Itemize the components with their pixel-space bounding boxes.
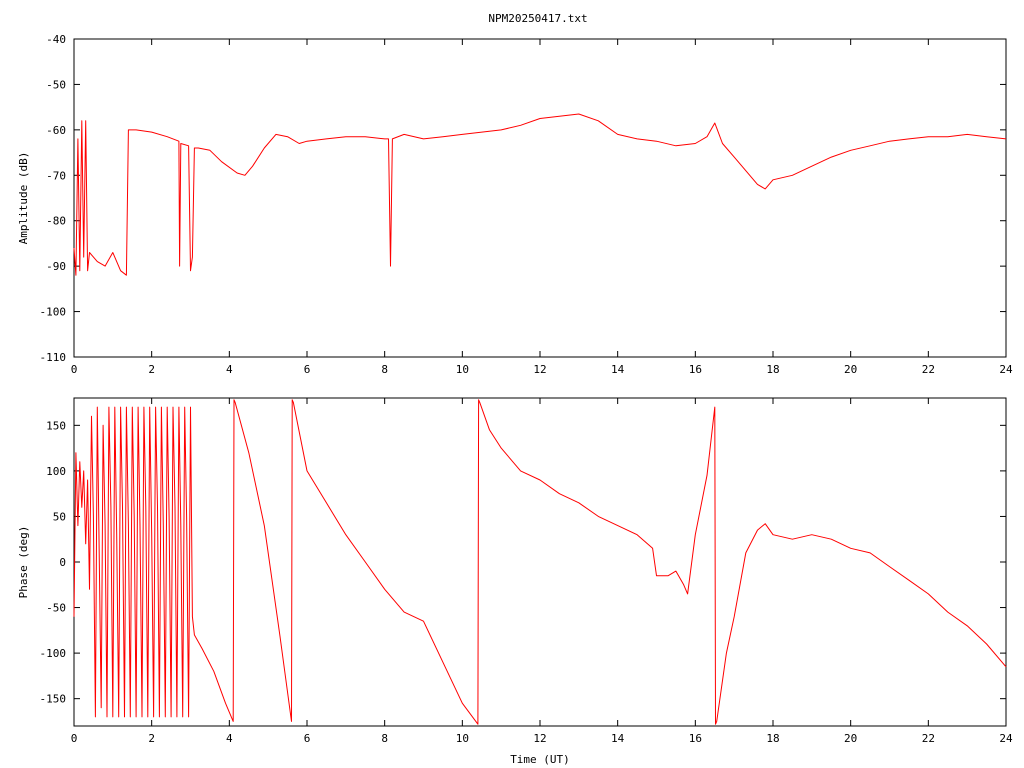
y-tick-label: -110 [40, 351, 67, 364]
x-tick-label: 2 [148, 363, 155, 376]
y-tick-label: -50 [46, 78, 66, 91]
y-tick-label: -60 [46, 124, 66, 137]
x-tick-label: 10 [456, 732, 469, 745]
x-tick-label: 14 [611, 363, 625, 376]
y-axis-label: Phase (deg) [17, 526, 30, 599]
x-tick-label: 22 [922, 732, 935, 745]
amplitude-trace [73, 113, 1007, 276]
plot-frame [73, 397, 1007, 727]
amplitude-panel: 0 2 4 6 8 10 12 14 16 18 20 22 24-110-100-90-80-70-6… [17, 33, 1013, 376]
x-tick-label: 8 [381, 732, 388, 745]
x-tick-label: 18 [766, 363, 779, 376]
x-tick-label: 6 [304, 732, 311, 745]
x-tick-label: 4 [226, 732, 233, 745]
y-tick-label: 50 [53, 510, 66, 523]
y-tick-label: 100 [46, 465, 66, 478]
y-axis-label: Amplitude (dB) [17, 152, 30, 245]
x-tick-label: 6 [304, 363, 311, 376]
x-tick-label: 16 [689, 363, 702, 376]
x-tick-label: 24 [999, 363, 1013, 376]
y-tick-label: -40 [46, 33, 66, 46]
y-tick-label: 0 [59, 556, 66, 569]
x-tick-label: 0 [71, 363, 78, 376]
chart-title: NPM20250417.txt [488, 12, 587, 25]
x-tick-label: 16 [689, 732, 702, 745]
y-tick-label: -150 [40, 693, 67, 706]
x-tick-label: 8 [381, 363, 388, 376]
x-axis-label: Time (UT) [510, 753, 570, 766]
x-tick-label: 12 [533, 363, 546, 376]
phase-panel: 0 2 4 6 8 10 12 14 16 18 20 22 24-150-100-5005010015… [17, 397, 1013, 766]
x-tick-label: 2 [148, 732, 155, 745]
x-tick-label: 20 [844, 732, 857, 745]
x-tick-label: 24 [999, 732, 1013, 745]
y-tick-label: -100 [40, 306, 67, 319]
x-tick-label: 18 [766, 732, 779, 745]
x-tick-label: 10 [456, 363, 469, 376]
x-tick-label: 0 [71, 732, 78, 745]
y-tick-label: 150 [46, 419, 66, 432]
x-tick-label: 22 [922, 363, 935, 376]
y-tick-label: -100 [40, 647, 67, 660]
x-tick-label: 4 [226, 363, 233, 376]
y-tick-label: -90 [46, 260, 66, 273]
y-tick-label: -50 [46, 602, 66, 615]
y-tick-label: -80 [46, 215, 66, 228]
y-tick-label: -70 [46, 169, 66, 182]
plot-frame [73, 38, 1007, 358]
x-tick-label: 20 [844, 363, 857, 376]
x-tick-label: 12 [533, 732, 546, 745]
x-tick-label: 14 [611, 732, 625, 745]
phase-trace [73, 399, 1007, 725]
